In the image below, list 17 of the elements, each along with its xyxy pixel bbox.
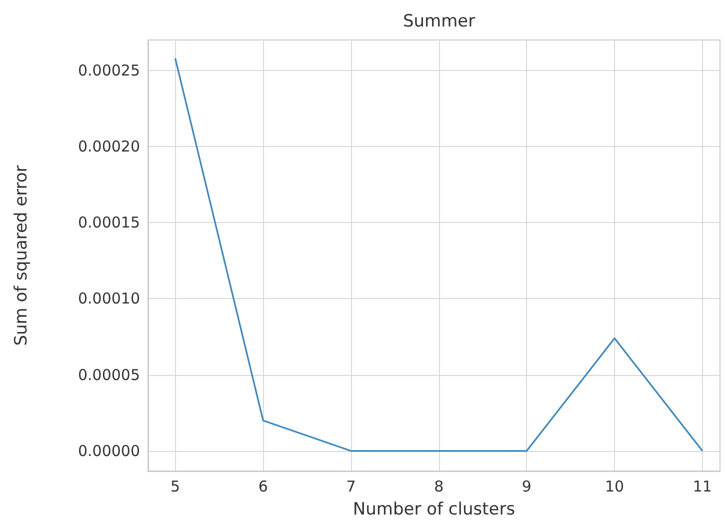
x-tick-label: 7 bbox=[346, 478, 356, 496]
y-tick-label: 0.00000 bbox=[78, 442, 140, 460]
y-tick-label: 0.00010 bbox=[78, 290, 140, 308]
y-tick-label: 0.00005 bbox=[78, 366, 140, 384]
chart-title: Summer bbox=[402, 12, 476, 32]
x-tick-label: 8 bbox=[434, 478, 444, 496]
y-tick-label: 0.00020 bbox=[78, 138, 140, 156]
x-tick-label: 9 bbox=[522, 478, 532, 496]
line-series bbox=[174, 57, 704, 452]
y-axis-title: Sum of squared error bbox=[12, 165, 32, 346]
x-tick-label: 5 bbox=[170, 478, 180, 496]
y-tick-label: 0.00015 bbox=[78, 214, 140, 232]
x-tick-label: 11 bbox=[692, 478, 712, 496]
x-tick-label: 10 bbox=[605, 478, 624, 496]
y-tick-label: 0.00025 bbox=[78, 61, 140, 80]
x-tick-label: 6 bbox=[258, 478, 268, 496]
x-axis-title: Number of clusters bbox=[352, 500, 516, 520]
